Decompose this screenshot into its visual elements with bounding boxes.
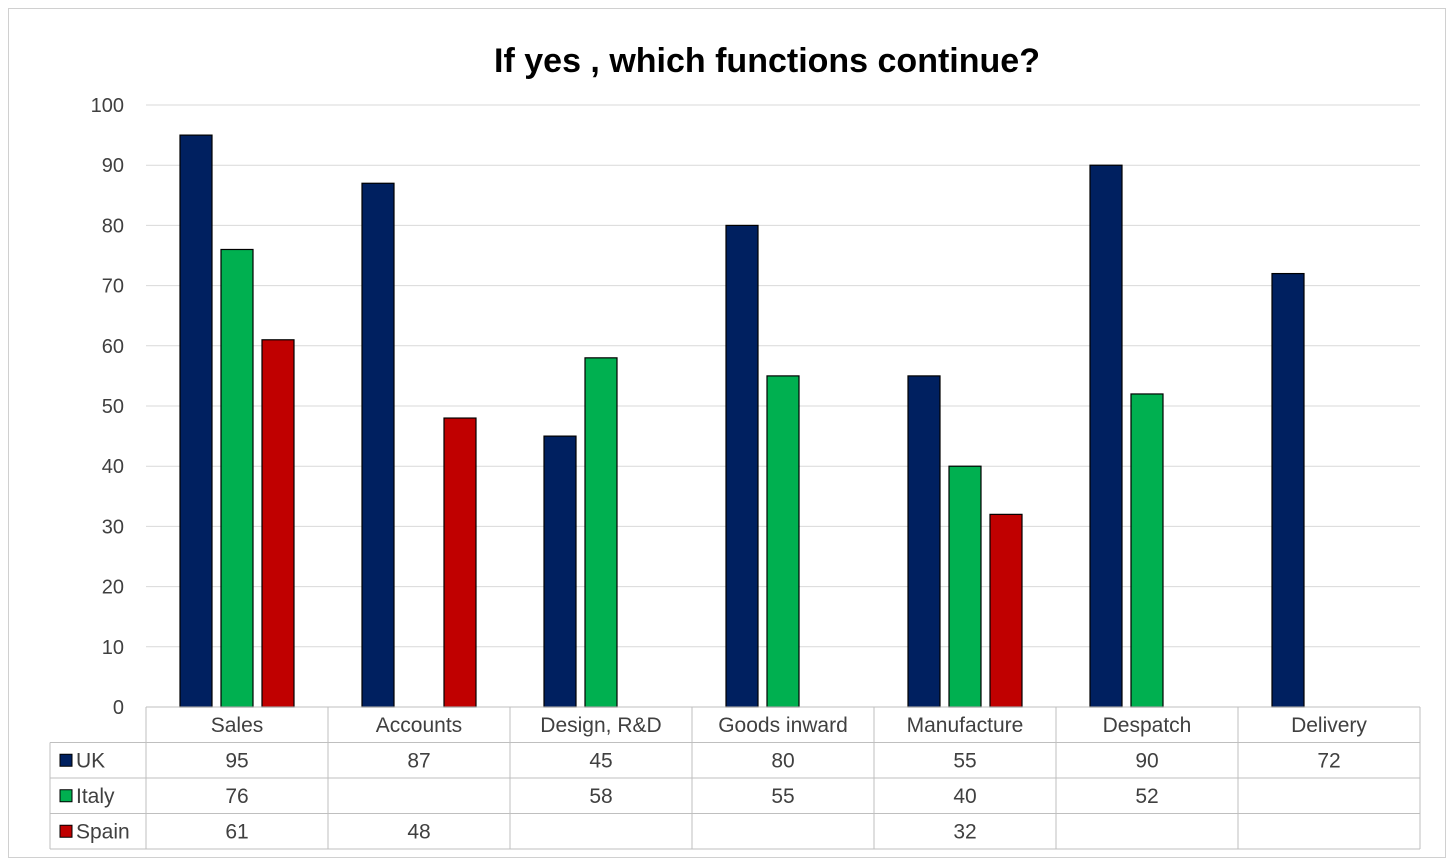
category-label: Sales	[211, 714, 264, 737]
data-label: 61	[225, 820, 248, 843]
data-label: 52	[1135, 785, 1158, 808]
bar-italy-4	[948, 465, 982, 708]
legend-label: Italy	[76, 785, 115, 808]
data-label: 90	[1135, 749, 1158, 772]
legend-key-italy	[59, 789, 73, 803]
data-label: 55	[771, 785, 794, 808]
gridlines	[146, 104, 1420, 648]
bar-italy-3	[766, 375, 800, 708]
y-tick-label: 40	[102, 456, 124, 478]
bar-uk-3	[725, 224, 759, 708]
bars	[179, 134, 1305, 708]
y-tick-label: 50	[102, 396, 124, 418]
data-label: 87	[407, 749, 430, 772]
bar-uk-0	[179, 134, 213, 708]
legend-key-uk	[59, 753, 73, 767]
y-tick-label: 30	[102, 516, 124, 538]
data-label: 40	[953, 785, 976, 808]
bar-uk-1	[361, 182, 395, 708]
y-tick-label: 90	[102, 155, 124, 177]
legend-label: UK	[76, 749, 105, 772]
data-label: 32	[953, 820, 976, 843]
category-label: Design, R&D	[540, 714, 661, 737]
bar-uk-2	[543, 435, 577, 708]
legend-key-spain	[59, 824, 73, 838]
category-label: Delivery	[1291, 714, 1367, 737]
data-label: 80	[771, 749, 794, 772]
bar-italy-2	[584, 357, 618, 708]
bar-uk-4	[907, 375, 941, 708]
data-label: 48	[407, 820, 430, 843]
bar-spain-4	[989, 513, 1023, 708]
data-label: 72	[1317, 749, 1340, 772]
y-tick-label: 0	[113, 697, 124, 719]
y-tick-label: 80	[102, 215, 124, 237]
category-label: Accounts	[376, 714, 462, 737]
data-label: 76	[225, 785, 248, 808]
data-label: 45	[589, 749, 612, 772]
data-label: 95	[225, 749, 248, 772]
bar-italy-0	[220, 248, 254, 708]
y-tick-label: 100	[91, 95, 124, 117]
bar-uk-5	[1089, 164, 1123, 708]
bar-spain-1	[443, 417, 477, 708]
legend-label: Spain	[76, 820, 130, 843]
bar-italy-5	[1130, 393, 1164, 708]
bar-uk-6	[1271, 272, 1305, 708]
y-axis: 0 10 20 30 40 50 60 70 80 90 100	[91, 95, 124, 719]
data-table: Sales Accounts Design, R&D Goods inward Manu…	[49, 706, 1421, 850]
y-tick-label: 70	[102, 276, 124, 298]
chart-title: If yes , which functions continue?	[494, 42, 1040, 80]
category-label: Goods inward	[718, 714, 848, 737]
y-tick-label: 10	[102, 637, 124, 659]
bar-spain-0	[261, 339, 295, 708]
category-label: Manufacture	[907, 714, 1024, 737]
y-tick-label: 60	[102, 336, 124, 358]
data-label: 55	[953, 749, 976, 772]
y-tick-label: 20	[102, 577, 124, 599]
data-label: 58	[589, 785, 612, 808]
category-label: Despatch	[1103, 714, 1192, 737]
